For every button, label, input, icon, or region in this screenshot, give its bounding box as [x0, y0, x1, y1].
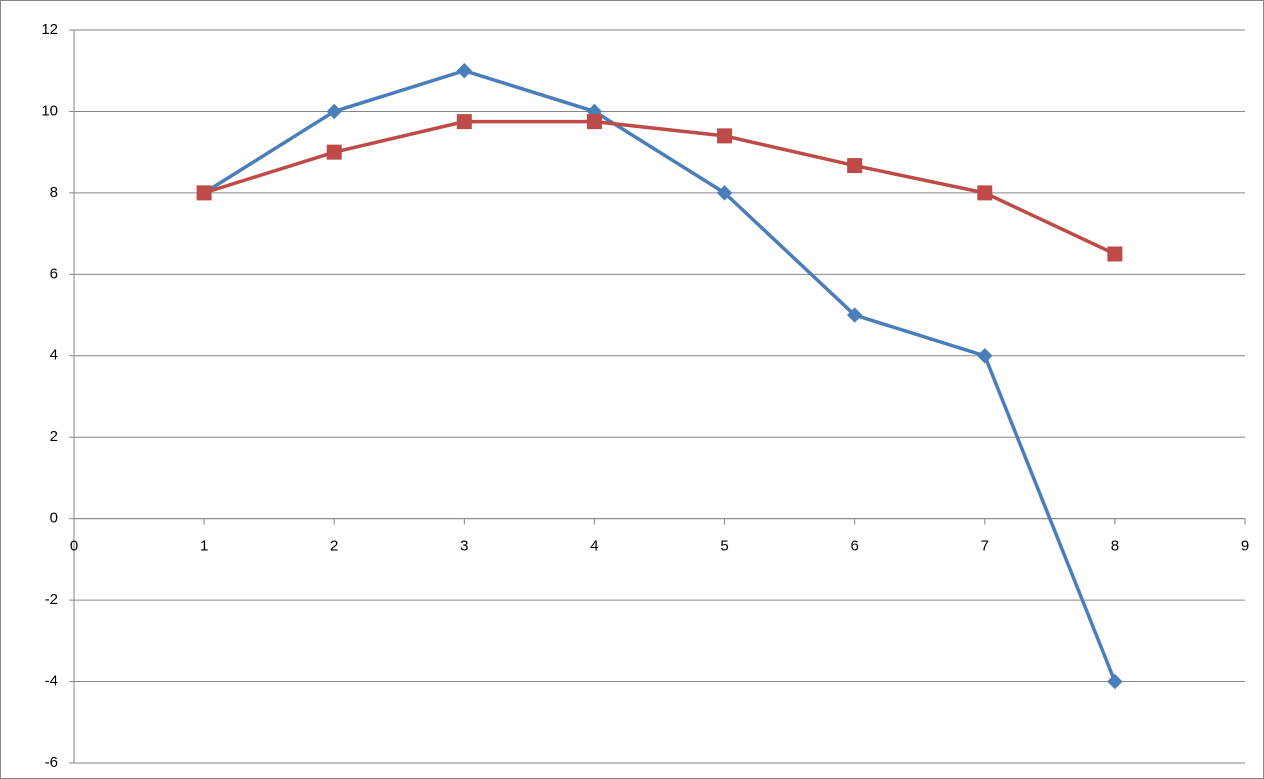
x-tick-label: 4 — [590, 538, 598, 555]
x-tick-label: 0 — [70, 538, 78, 555]
series-line — [203, 68, 1117, 683]
x-tick-label: 9 — [1241, 538, 1249, 555]
y-tick-label: 0 — [50, 510, 58, 527]
x-tick-label: 6 — [850, 538, 858, 555]
series-line — [203, 119, 1116, 256]
marker — [586, 114, 602, 130]
marker — [456, 63, 473, 79]
marker — [977, 185, 993, 201]
marker — [847, 158, 863, 174]
marker — [716, 185, 733, 201]
y-tick-label: -2 — [45, 591, 58, 608]
marker — [977, 348, 993, 364]
x-tick-label: 8 — [1111, 538, 1119, 555]
y-tick-label: 8 — [50, 184, 58, 201]
marker — [717, 128, 733, 144]
y-tick-label: 6 — [50, 265, 58, 282]
marker — [456, 114, 472, 130]
x-tick-label: 3 — [460, 538, 468, 555]
marker — [1107, 673, 1123, 690]
x-tick-label: 1 — [200, 538, 208, 555]
y-tick-label: 10 — [41, 102, 58, 119]
y-tick-label: 4 — [50, 347, 58, 364]
y-tick-label: -4 — [45, 673, 58, 690]
marker — [1107, 246, 1123, 262]
marker — [326, 144, 342, 160]
y-tick-label: -6 — [45, 754, 58, 771]
x-tick-label: 5 — [720, 538, 728, 555]
x-tick-label: 2 — [330, 538, 338, 555]
x-tick-label: 7 — [981, 538, 989, 555]
marker — [196, 185, 212, 201]
y-tick-label: 12 — [41, 21, 58, 38]
marker — [846, 307, 863, 323]
y-tick-label: 2 — [50, 428, 58, 445]
marker — [326, 103, 342, 120]
